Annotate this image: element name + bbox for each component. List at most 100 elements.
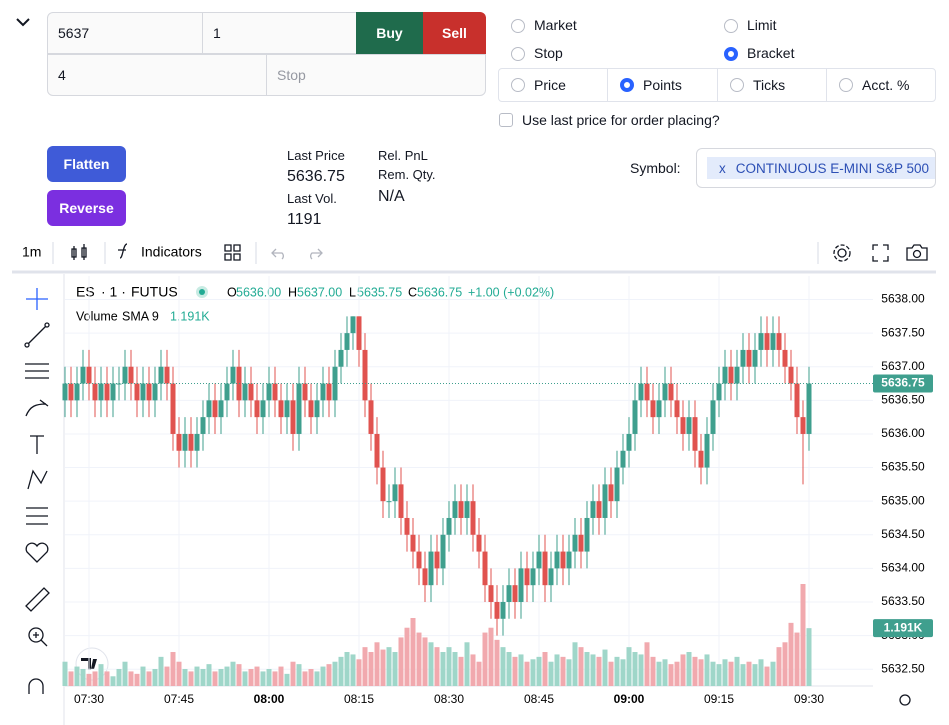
- undo-button[interactable]: [271, 248, 284, 260]
- order-type-radio[interactable]: [724, 19, 738, 33]
- volume-bar: [68, 671, 74, 686]
- candle-body: [344, 333, 350, 350]
- volume-bar: [146, 671, 152, 686]
- volume-bar: [344, 652, 350, 686]
- volume-label: Volume: [76, 309, 118, 323]
- interval-button[interactable]: 1m: [22, 244, 41, 260]
- order-type-radio[interactable]: [724, 47, 738, 61]
- volume-bar: [716, 664, 722, 686]
- fib-tool[interactable]: [25, 363, 49, 379]
- candle-body: [482, 551, 488, 586]
- volume-bar: [578, 647, 584, 686]
- volume-bar: [758, 659, 764, 686]
- candle-body: [464, 501, 470, 518]
- volume-bar: [308, 669, 314, 686]
- order-type-radio[interactable]: [511, 47, 525, 61]
- candle-body: [422, 568, 428, 586]
- redo-button[interactable]: [310, 248, 323, 260]
- legend-c-label: C: [408, 285, 417, 299]
- volume-bar: [440, 652, 446, 686]
- chip-remove[interactable]: x: [719, 160, 726, 176]
- candle-body: [278, 400, 284, 418]
- unit-label: Acct. %: [862, 77, 910, 93]
- volume-bar: [530, 659, 536, 686]
- unit-divider: [826, 68, 827, 102]
- legend-o-label: O: [227, 285, 237, 299]
- volume-bar: [656, 661, 662, 686]
- reverse-button[interactable]: Reverse: [47, 190, 126, 226]
- candle-body: [554, 551, 560, 569]
- volume-bar: [500, 647, 506, 686]
- x-tick-label: 08:30: [434, 692, 464, 706]
- volume-bar: [788, 622, 794, 686]
- fullscreen-button[interactable]: [872, 244, 889, 262]
- chart-type-button[interactable]: [71, 244, 87, 260]
- volume-bar: [494, 639, 500, 686]
- text-tool[interactable]: [30, 435, 44, 454]
- ruler-tool[interactable]: [25, 587, 50, 612]
- symbol-input[interactable]: x CONTINUOUS E-MINI S&P 500: [696, 148, 936, 188]
- indicators-button[interactable]: Indicators: [141, 244, 202, 260]
- last-price-checkbox[interactable]: [499, 113, 513, 127]
- unit-radio[interactable]: [839, 78, 853, 92]
- volume-bar: [638, 654, 644, 686]
- flatten-button[interactable]: Flatten: [47, 146, 126, 182]
- candle-body: [410, 534, 416, 552]
- volume-bar: [338, 656, 344, 686]
- candle-body: [476, 534, 482, 552]
- candle-body: [326, 383, 332, 401]
- volume-bar: [806, 628, 812, 686]
- candle-body: [350, 316, 356, 334]
- magnet-tool[interactable]: [28, 678, 44, 694]
- candle-body: [446, 517, 452, 535]
- volume-bar: [116, 669, 122, 686]
- volume-bar: [734, 656, 740, 686]
- candle-body: [374, 433, 380, 468]
- order-type-radio[interactable]: [511, 19, 525, 33]
- candle-body: [170, 383, 176, 434]
- unit-label: Ticks: [753, 77, 786, 93]
- templates-button[interactable]: [224, 244, 241, 261]
- candle-body: [692, 417, 698, 451]
- grid: [65, 276, 873, 686]
- unit-radio[interactable]: [511, 78, 525, 92]
- candle-body: [308, 400, 314, 418]
- x-tick-label: 08:45: [524, 692, 554, 706]
- settings-button[interactable]: [837, 248, 847, 258]
- candle-body: [632, 400, 638, 434]
- forecast-tool[interactable]: [26, 507, 48, 525]
- volume-bar: [458, 656, 464, 686]
- crosshair-tool[interactable]: [26, 288, 48, 310]
- screenshot-button[interactable]: [906, 244, 928, 261]
- candle-body: [644, 383, 650, 401]
- price-input[interactable]: 5637: [47, 12, 203, 54]
- legend-h: 5637.00: [297, 285, 342, 299]
- legend-o: 5636.00: [236, 285, 281, 299]
- zoom-tool[interactable]: [28, 627, 44, 643]
- candle-body: [404, 517, 410, 535]
- axis-settings-button[interactable]: [899, 694, 911, 706]
- candle-body: [314, 400, 320, 418]
- volume-bar: [644, 642, 650, 686]
- brush-tool[interactable]: [25, 399, 49, 417]
- candle-body: [740, 349, 746, 367]
- offset-input[interactable]: 4: [47, 54, 267, 96]
- collapse-button[interactable]: [14, 16, 32, 30]
- stop-input[interactable]: Stop: [266, 54, 486, 96]
- volume-bar: [416, 632, 422, 686]
- volume-bar: [92, 671, 98, 686]
- pattern-tool[interactable]: [27, 469, 48, 490]
- last-price: 5636.75: [287, 168, 345, 185]
- unit-radio[interactable]: [620, 78, 634, 92]
- trendline-tool[interactable]: [26, 324, 48, 346]
- unit-radio[interactable]: [730, 78, 744, 92]
- volume-bar: [188, 671, 194, 686]
- buy-button[interactable]: Buy: [356, 12, 423, 54]
- volume-bar: [302, 671, 308, 686]
- volume-bar: [680, 654, 686, 686]
- qty-input[interactable]: 1: [202, 12, 357, 54]
- icon-tool[interactable]: [25, 542, 49, 563]
- sell-button[interactable]: Sell: [423, 12, 486, 54]
- volume-bar: [770, 661, 776, 686]
- candle-body: [470, 501, 476, 535]
